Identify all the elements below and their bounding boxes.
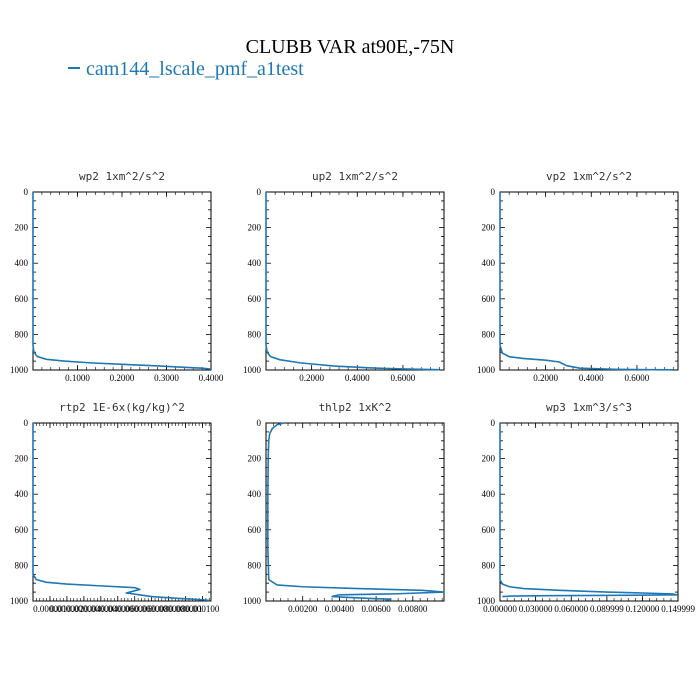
panel-title: up2 1xm^2/s^2 bbox=[312, 170, 398, 183]
x-tick-label: 0.2000 bbox=[533, 373, 558, 383]
y-tick-label: 800 bbox=[15, 560, 29, 570]
y-tick-label: 200 bbox=[482, 223, 496, 233]
x-tick-label: 0.00600 bbox=[361, 604, 391, 614]
y-tick-label: 600 bbox=[482, 294, 496, 304]
y-tick-label: 600 bbox=[248, 525, 262, 535]
x-tick-label: 0.000001 bbox=[169, 604, 203, 614]
y-tick-label: 800 bbox=[482, 560, 496, 570]
x-tick-label: 0.000000 bbox=[483, 604, 517, 614]
plot-frame bbox=[499, 422, 679, 602]
y-tick-label: 400 bbox=[15, 258, 29, 268]
panel-title: thlp2 1xK^2 bbox=[319, 401, 392, 414]
y-tick-label: 200 bbox=[15, 454, 29, 464]
x-tick-label: 0.6000 bbox=[625, 373, 650, 383]
x-tick-label: 0.000004 bbox=[84, 604, 118, 614]
x-tick-label: 0.00800 bbox=[398, 604, 428, 614]
plot-frame bbox=[32, 422, 212, 602]
y-tick-label: 800 bbox=[482, 329, 496, 339]
x-tick-label: 0.4000 bbox=[345, 373, 370, 383]
x-tick-label: 0.2000 bbox=[299, 373, 324, 383]
plot-frame bbox=[32, 191, 212, 371]
y-tick-label: 400 bbox=[248, 258, 262, 268]
y-tick-label: 0 bbox=[257, 187, 262, 197]
panel-title: rtp2 1E-6x(kg/kg)^2 bbox=[59, 401, 185, 414]
y-tick-label: 600 bbox=[248, 294, 262, 304]
panel-title: wp2 1xm^2/s^2 bbox=[79, 170, 165, 183]
y-tick-label: 600 bbox=[15, 294, 29, 304]
x-tick-label: 0.000006 bbox=[101, 604, 135, 614]
legend-entry: cam144_lscale_pmf_a1test bbox=[68, 58, 304, 81]
y-tick-label: 0 bbox=[257, 418, 262, 428]
x-tick-label: 0.3000 bbox=[154, 373, 179, 383]
series-line bbox=[267, 422, 445, 601]
x-tick-label: 0.000006 bbox=[118, 604, 152, 614]
series-line bbox=[32, 192, 212, 370]
y-tick-label: 200 bbox=[15, 223, 29, 233]
y-tick-label: 200 bbox=[248, 223, 262, 233]
series-line bbox=[499, 192, 674, 371]
panel-title: wp3 1xm^3/s^3 bbox=[546, 401, 632, 414]
y-tick-label: 1000 bbox=[10, 365, 29, 375]
x-tick-label: 0.2000 bbox=[110, 373, 135, 383]
panel-title: vp2 1xm^2/s^2 bbox=[546, 170, 632, 183]
x-tick-label: 0.000004 bbox=[67, 604, 101, 614]
y-tick-label: 400 bbox=[15, 489, 29, 499]
x-tick-label: 0.000002 bbox=[50, 604, 84, 614]
y-tick-label: 0 bbox=[491, 187, 496, 197]
y-tick-label: 400 bbox=[482, 489, 496, 499]
x-tick-label: 0.089999 bbox=[590, 604, 624, 614]
plot-frame bbox=[265, 422, 445, 602]
x-tick-label: 0.1000 bbox=[65, 373, 90, 383]
y-tick-label: 0 bbox=[24, 418, 29, 428]
y-tick-label: 1000 bbox=[243, 596, 262, 606]
y-tick-label: 1000 bbox=[477, 365, 496, 375]
plot-frame bbox=[499, 191, 679, 371]
x-tick-label: 0.00400 bbox=[325, 604, 355, 614]
legend-label: cam144_lscale_pmf_a1test bbox=[86, 58, 304, 80]
y-tick-label: 600 bbox=[15, 525, 29, 535]
y-tick-label: 400 bbox=[482, 258, 496, 268]
x-tick-label: 0.000008 bbox=[135, 604, 169, 614]
x-tick-label: 0.120000 bbox=[626, 604, 660, 614]
y-tick-label: 800 bbox=[15, 329, 29, 339]
x-tick-label: 0.060000 bbox=[554, 604, 588, 614]
y-tick-label: 200 bbox=[482, 454, 496, 464]
y-tick-label: 0 bbox=[491, 418, 496, 428]
y-tick-label: 1000 bbox=[243, 365, 262, 375]
y-tick-label: 800 bbox=[248, 560, 262, 570]
y-tick-label: 600 bbox=[482, 525, 496, 535]
x-tick-label: 0.149999 bbox=[661, 604, 695, 614]
x-tick-label: 0.000001 bbox=[33, 604, 67, 614]
series-line bbox=[265, 192, 440, 371]
legend-line-swatch bbox=[68, 67, 80, 70]
y-tick-label: 0 bbox=[24, 187, 29, 197]
y-tick-label: 800 bbox=[248, 329, 262, 339]
y-tick-label: 200 bbox=[248, 454, 262, 464]
plot-frame bbox=[265, 191, 445, 371]
x-tick-label: 0.030000 bbox=[519, 604, 553, 614]
y-tick-label: 400 bbox=[248, 489, 262, 499]
x-tick-label: 0.000100 bbox=[186, 604, 220, 614]
y-tick-label: 1000 bbox=[10, 596, 29, 606]
x-tick-label: 0.00200 bbox=[288, 604, 318, 614]
x-tick-label: 0.4000 bbox=[199, 373, 224, 383]
figure-title: CLUBB VAR at90E,-75N bbox=[245, 36, 455, 58]
x-tick-label: 0.000008 bbox=[152, 604, 186, 614]
y-tick-label: 1000 bbox=[477, 596, 496, 606]
series-line bbox=[32, 423, 210, 602]
x-tick-label: 0.4000 bbox=[579, 373, 604, 383]
x-tick-label: 0.6000 bbox=[391, 373, 416, 383]
series-line bbox=[499, 423, 678, 598]
